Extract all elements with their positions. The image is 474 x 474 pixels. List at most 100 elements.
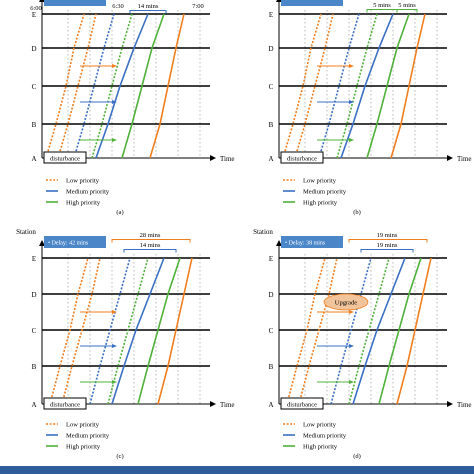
footer-bar xyxy=(0,466,474,474)
train-path xyxy=(340,13,394,159)
shift-arrow-head xyxy=(112,138,117,142)
train-path xyxy=(149,13,185,159)
station-label-d: D xyxy=(268,45,273,53)
time-axis-arrow xyxy=(210,155,216,161)
shift-arrow-head xyxy=(349,64,354,68)
train-path xyxy=(396,257,432,405)
legend-label: High priority xyxy=(303,200,338,207)
shift-arrow-head xyxy=(112,310,117,314)
panel-a: E D C B A Time disturbance 6:00 6:30 7:00 14 mins L… xyxy=(30,0,235,216)
duration-label: 5 mins xyxy=(373,2,391,9)
shift-arrow-head xyxy=(349,100,354,104)
panel-caption: (d) xyxy=(353,453,361,460)
station-label-a: A xyxy=(268,155,273,163)
disturbance-label: disturbance xyxy=(50,156,80,163)
panel-caption: (a) xyxy=(116,209,123,216)
upgrade-label: Upgrade xyxy=(335,300,357,307)
duration-label: 28 mins xyxy=(140,232,161,239)
station-label-d: D xyxy=(31,291,36,299)
train-path xyxy=(107,257,149,405)
shift-arrow-head xyxy=(112,380,117,384)
station-label-b: B xyxy=(32,121,37,129)
shift-arrow-head xyxy=(112,100,117,104)
shift-arrow-head xyxy=(112,64,117,68)
legend-label: Medium priority xyxy=(303,433,347,440)
train-path xyxy=(89,257,131,405)
delay-badge xyxy=(44,236,106,248)
delay-badge-text: • Delay: 42 mins xyxy=(48,241,89,247)
legend-label: Low priority xyxy=(303,178,337,185)
train-path xyxy=(61,257,101,405)
duration-bracket xyxy=(366,9,398,13)
station-label-d: D xyxy=(268,291,273,299)
station-label-e: E xyxy=(32,255,36,263)
station-label-d: D xyxy=(31,45,36,53)
station-label-b: B xyxy=(32,363,37,371)
station-axis-label: Station xyxy=(16,228,36,236)
shift-arrow-head xyxy=(349,380,354,384)
legend-label: Medium priority xyxy=(66,189,110,196)
disturbance-label: disturbance xyxy=(287,402,317,409)
panel-b: E D C B A Time disturbance 5 mins 5 mins Low prio… xyxy=(268,0,472,216)
train-path xyxy=(298,257,338,405)
station-label-e: E xyxy=(269,255,273,263)
shift-arrow-head xyxy=(349,138,354,142)
legend-label: High priority xyxy=(66,444,101,451)
time-axis-arrow xyxy=(210,401,216,407)
panel-d: Station E D C B A Time disturbance • Delay: 38 m… xyxy=(253,228,471,460)
duration-label: 14 mins xyxy=(138,3,159,10)
disturbance-box xyxy=(43,397,87,410)
upgrade-ellipse xyxy=(323,293,369,311)
station-label-c: C xyxy=(269,83,274,91)
disturbance-label: disturbance xyxy=(50,402,80,409)
legend-label: High priority xyxy=(303,444,338,451)
duration-label: 19 mins xyxy=(377,232,398,239)
train-path xyxy=(49,257,89,405)
panel-caption: (c) xyxy=(116,453,123,460)
duration-label: 5 mins xyxy=(398,2,416,9)
time-axis-label: Time xyxy=(457,401,472,409)
delay-badge xyxy=(44,0,106,6)
time-axis-label: Time xyxy=(457,155,472,163)
station-label-c: C xyxy=(32,327,37,335)
duration-bracket xyxy=(129,10,167,14)
duration-bracket xyxy=(123,249,177,253)
station-label-a: A xyxy=(31,155,36,163)
station-axis-arrow xyxy=(276,0,282,2)
delay-badge-text: • Delay: 38 mins xyxy=(285,241,326,247)
station-label-a: A xyxy=(31,401,36,409)
time-axis-arrow xyxy=(447,401,453,407)
disturbance-box xyxy=(280,397,324,410)
train-path xyxy=(348,257,390,405)
duration-label: 19 mins xyxy=(377,242,398,249)
duration-bracket xyxy=(111,239,191,243)
station-label-e: E xyxy=(32,11,36,19)
time-label: 6:30 xyxy=(112,3,124,10)
train-path xyxy=(286,257,326,405)
station-axis-arrow xyxy=(39,240,45,246)
station-label-b: B xyxy=(269,363,274,371)
station-axis-arrow xyxy=(39,0,45,2)
train-path xyxy=(390,13,426,159)
duration-bracket xyxy=(348,239,428,243)
station-label-a: A xyxy=(268,401,273,409)
time-axis-arrow xyxy=(447,155,453,161)
panel-c: Station E D C B A Time disturbance • Delay: 42 m… xyxy=(16,228,234,460)
train-path xyxy=(352,257,406,405)
legend-label: Medium priority xyxy=(66,433,110,440)
station-label-b: B xyxy=(269,121,274,129)
time-axis-label: Time xyxy=(220,155,235,163)
legend-label: Low priority xyxy=(303,422,337,429)
legend-label: Low priority xyxy=(66,422,100,429)
disturbance-box xyxy=(280,151,324,164)
train-path xyxy=(111,257,165,405)
duration-bracket xyxy=(396,9,418,13)
shift-arrow-head xyxy=(349,344,354,348)
delay-badge xyxy=(281,0,343,6)
legend-label: Low priority xyxy=(66,178,100,185)
legend-label: Medium priority xyxy=(303,189,347,196)
station-label-e: E xyxy=(269,11,273,19)
station-label-c: C xyxy=(32,83,37,91)
shift-arrow-head xyxy=(112,344,117,348)
